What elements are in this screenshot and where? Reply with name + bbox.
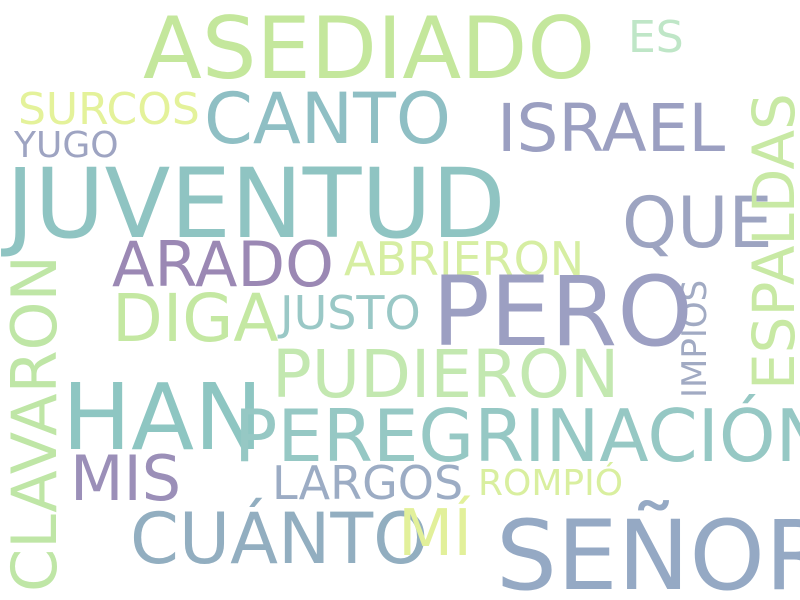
word-peregrinacion: PEREGRINACIÓN [234, 394, 800, 478]
word-mi: MÍ [398, 497, 473, 571]
word-espaldas: ESPALDAS [740, 93, 800, 390]
word-rompio: ROMPIÓ [478, 463, 624, 504]
word-pero: PERO [432, 256, 693, 368]
word-mis: MIS [70, 442, 182, 515]
word-han: HAN [62, 364, 263, 471]
word-clavaron: CLAVARON [0, 255, 71, 592]
word-surcos: SURCOS [18, 84, 200, 135]
word-es: ES [628, 12, 684, 63]
word-pudieron: PUDIERON [272, 336, 620, 413]
word-arado: ARADO [112, 228, 334, 301]
word-juventud: JUVENTUD [6, 148, 506, 260]
word-israel: ISRAEL [497, 90, 726, 167]
word-cuanto: CUÁNTO [130, 498, 429, 580]
word-abrieron: ABRIERON [344, 232, 585, 286]
word-senor: SEÑOR [496, 500, 800, 600]
word-que: QUE [622, 182, 773, 264]
word-largos: LARGOS [272, 456, 464, 510]
word-asediado: ASEDIADO [143, 0, 596, 99]
word-yugo: YUGO [14, 125, 119, 166]
word-diga: DIGA [112, 280, 279, 357]
word-canto: CANTO [204, 78, 451, 160]
word-justo: JUSTO [280, 286, 421, 340]
